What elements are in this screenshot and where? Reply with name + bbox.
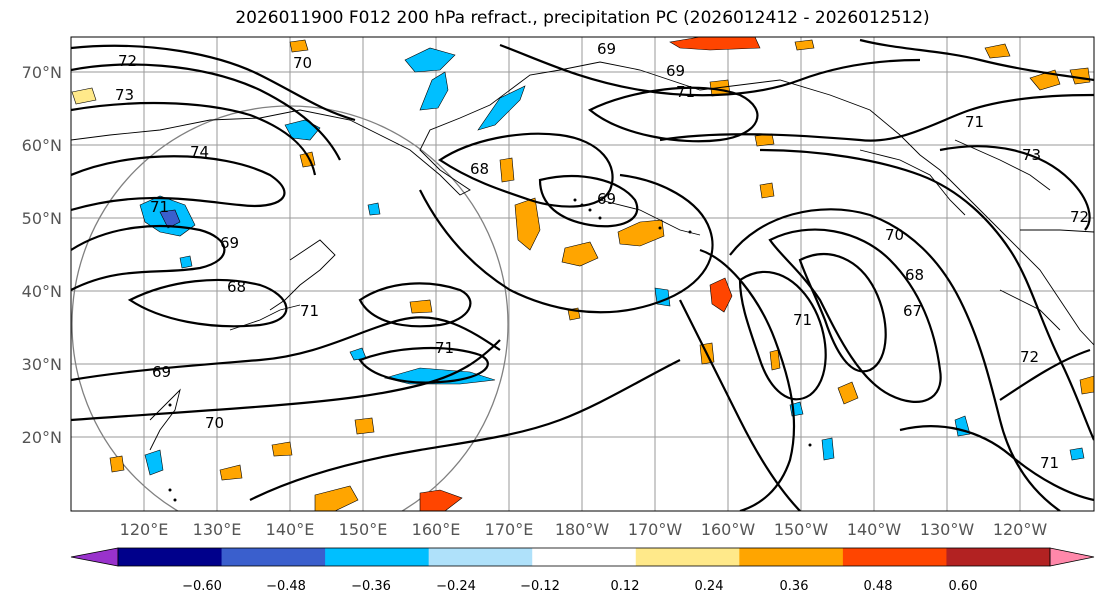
precip-negative-areas	[139, 47, 1085, 476]
contour-label: 73	[1022, 146, 1041, 164]
colorbar-segment	[221, 548, 326, 566]
colorbar-tick: −0.48	[266, 579, 306, 594]
colorbar-segment	[739, 548, 844, 566]
lat-label: 30°N	[22, 355, 62, 374]
longitude-labels: 120°E 130°E 140°E 150°E 160°E 170°E 180°…	[120, 520, 1048, 539]
contour-label: 73	[115, 86, 134, 104]
contour-label: 74	[190, 143, 209, 161]
colorbar-tick: −0.36	[351, 579, 391, 594]
contour-label: 67	[903, 302, 922, 320]
contour-label: 71	[676, 83, 695, 101]
colorbar-segment	[325, 548, 430, 566]
contour-label: 71	[793, 311, 812, 329]
lon-label: 140°E	[266, 520, 315, 539]
colorbar: −0.60 −0.48 −0.36 −0.24 −0.12 0.12 0.24 …	[70, 547, 1095, 594]
lon-label: 180°W	[555, 520, 610, 539]
colorbar-extend-left	[70, 547, 119, 567]
contour-label: 69	[220, 234, 239, 252]
colorbar-tick: −0.60	[182, 579, 222, 594]
contour-label: 71	[150, 198, 169, 216]
lon-label: 120°W	[993, 520, 1048, 539]
refractivity-contours	[71, 38, 1094, 511]
contour-label: 69	[597, 190, 616, 208]
contour-label: 71	[1040, 454, 1059, 472]
lon-label: 130°W	[920, 520, 975, 539]
colorbar-segment	[946, 548, 1051, 566]
contour-label: 68	[470, 160, 489, 178]
colorbar-segments	[70, 547, 1095, 567]
contour-label: 72	[1020, 348, 1039, 366]
contour-label: 71	[435, 339, 454, 357]
lat-label: 20°N	[22, 428, 62, 447]
lat-label: 60°N	[22, 136, 62, 155]
contour-label: 71	[965, 113, 984, 131]
lon-label: 150°E	[339, 520, 388, 539]
contour-label: 70	[885, 226, 904, 244]
lon-label: 170°W	[628, 520, 683, 539]
colorbar-tick: 0.36	[780, 579, 809, 594]
lat-label: 40°N	[22, 282, 62, 301]
lon-label: 130°E	[193, 520, 242, 539]
colorbar-frame	[117, 547, 1051, 567]
lon-label: 140°W	[847, 520, 902, 539]
lon-label: 150°W	[774, 520, 829, 539]
colorbar-ticks: −0.60 −0.48 −0.36 −0.24 −0.12 0.12 0.24 …	[182, 579, 977, 594]
contour-label: 71	[300, 302, 319, 320]
contour-label: 72	[1070, 208, 1089, 226]
colorbar-tick: 0.48	[864, 579, 893, 594]
lon-label: 160°E	[412, 520, 461, 539]
colorbar-segment	[118, 548, 223, 566]
contour-label: 70	[293, 54, 312, 72]
plot-frame	[70, 36, 1095, 512]
colorbar-tick: 0.24	[695, 579, 724, 594]
contour-label: 68	[227, 278, 246, 296]
gridlines	[71, 37, 1094, 511]
contour-label: 70	[205, 414, 224, 432]
coastlines	[71, 61, 1094, 451]
colorbar-extend-right	[1049, 547, 1095, 567]
contour-label: 68	[905, 266, 924, 284]
colorbar-segment	[532, 548, 637, 566]
lon-label: 160°W	[701, 520, 756, 539]
contour-label: 69	[666, 62, 685, 80]
colorbar-segment	[635, 548, 740, 566]
latitude-labels: 70°N 60°N 50°N 40°N 30°N 20°N	[22, 63, 62, 447]
map-title: 2026011900 F012 200 hPa refract., precip…	[235, 8, 930, 28]
island-dots	[168, 198, 812, 502]
lat-label: 70°N	[22, 63, 62, 82]
contour-label: 69	[597, 40, 616, 58]
contour-label: 69	[152, 363, 171, 381]
colorbar-segment	[428, 548, 533, 566]
lat-label: 50°N	[22, 209, 62, 228]
colorbar-tick: 0.12	[611, 579, 640, 594]
colorbar-tick: 0.60	[949, 579, 978, 594]
lon-label: 120°E	[120, 520, 169, 539]
lon-label: 170°E	[485, 520, 534, 539]
contour-label: 72	[118, 52, 137, 70]
colorbar-segment	[842, 548, 947, 566]
colorbar-tick: −0.12	[520, 579, 560, 594]
precip-positive-areas	[71, 37, 1094, 511]
colorbar-tick: −0.24	[436, 579, 476, 594]
contour-labels: 72 73 70 74 71 69 68 69 71 68 69 71 71 6…	[115, 40, 1089, 472]
